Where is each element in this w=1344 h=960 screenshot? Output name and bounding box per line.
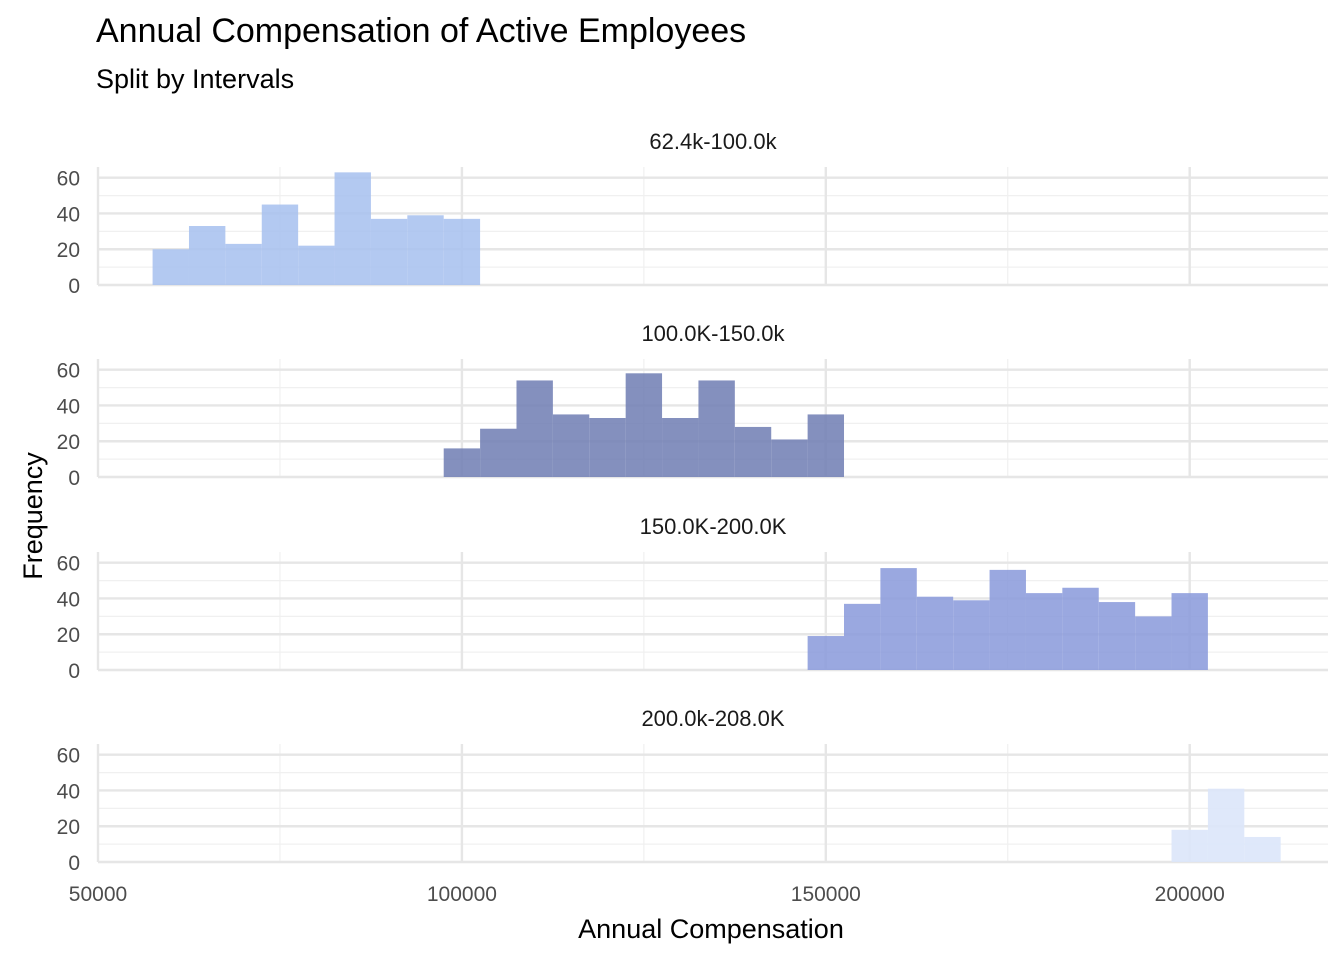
histogram-bar [516, 380, 553, 477]
panels-layer: 62.4k-100.0k0204060100.0K-150.0k02040601… [57, 129, 1328, 875]
histogram-bar [989, 569, 1026, 670]
y-tick-label: 40 [57, 395, 80, 418]
panel-strip-label: 150.0K-200.0K [640, 514, 787, 539]
histogram-bar [1135, 616, 1172, 670]
histogram-bar [734, 426, 772, 477]
histogram-bar [698, 380, 735, 477]
x-tick-label: 100000 [427, 883, 497, 906]
x-tick-label: 50000 [69, 883, 127, 906]
y-tick-label: 60 [57, 360, 80, 383]
y-tick-label: 60 [57, 168, 80, 191]
histogram-bar [662, 418, 699, 477]
histogram-bar [225, 243, 262, 285]
histogram-bar [589, 418, 626, 477]
histogram-bar [1207, 788, 1245, 862]
y-tick-label: 40 [57, 780, 80, 803]
histogram-bar [334, 172, 371, 285]
panel-4: 200.0k-208.0K 0 20 40 60 [57, 706, 1328, 875]
y-axis-title: Frequency [18, 452, 48, 580]
histogram-bar [1025, 593, 1063, 670]
panel-strip-label: 62.4k-100.0k [649, 129, 777, 154]
panel-bars [443, 373, 845, 477]
histogram-bar [552, 414, 590, 477]
y-tick-label: 20 [57, 624, 80, 647]
histogram-bar [1171, 829, 1208, 862]
panel-2: 100.0K-150.0k 0 20 40 60 [57, 321, 1328, 490]
panel-bars [1171, 788, 1281, 862]
y-tick-label: 20 [57, 431, 80, 454]
histogram-bar [443, 448, 481, 477]
y-tick-label: 0 [68, 467, 80, 490]
histogram-bar [298, 245, 335, 285]
histogram-bar [188, 226, 226, 285]
y-tick-label: 60 [57, 745, 80, 768]
histogram-bar [480, 428, 517, 477]
panel-bars [152, 172, 481, 285]
x-axis-title: Annual Compensation [578, 914, 844, 944]
histogram-bar [844, 603, 881, 670]
histogram-bar [953, 600, 990, 670]
y-tick-label: 20 [57, 239, 80, 262]
histogram-bar [1244, 836, 1281, 862]
y-tick-label: 0 [68, 660, 80, 683]
histogram-bar [407, 215, 444, 285]
histogram-bar [625, 373, 663, 477]
chart-subtitle: Split by Intervals [96, 64, 295, 94]
histogram-bar [771, 439, 808, 477]
chart-title: Annual Compensation of Active Employees [96, 12, 747, 50]
y-tick-label: 40 [57, 588, 80, 611]
y-tick-label: 60 [57, 553, 80, 576]
histogram-bar [1098, 602, 1136, 670]
panel-strip-label: 100.0K-150.0k [641, 321, 785, 346]
panel-strip-label: 200.0k-208.0K [641, 706, 784, 731]
x-axis: 50000 100000 150000 200000 [69, 883, 1225, 906]
y-tick-label: 0 [68, 275, 80, 298]
histogram-bar [370, 218, 408, 285]
y-tick-label: 0 [68, 852, 80, 875]
histogram-bar [1171, 593, 1208, 670]
x-tick-label: 150000 [791, 883, 861, 906]
histogram-bar [880, 568, 917, 670]
histogram-bar [916, 596, 954, 670]
histogram-bar [443, 218, 481, 285]
panel-1: 62.4k-100.0k 0 20 40 60 [57, 129, 1328, 298]
y-tick-label: 20 [57, 816, 80, 839]
panel-3: 150.0K-200.0K 0 20 40 60 [57, 514, 1328, 683]
histogram-bar [261, 204, 299, 285]
panel-grid [96, 744, 1328, 864]
histogram-bar [807, 414, 845, 477]
panel-bars [807, 568, 1208, 670]
x-tick-label: 200000 [1155, 883, 1225, 906]
histogram-bar [1062, 587, 1099, 670]
histogram-bar [152, 249, 189, 285]
y-tick-label: 40 [57, 203, 80, 226]
histogram-bar [807, 636, 845, 670]
